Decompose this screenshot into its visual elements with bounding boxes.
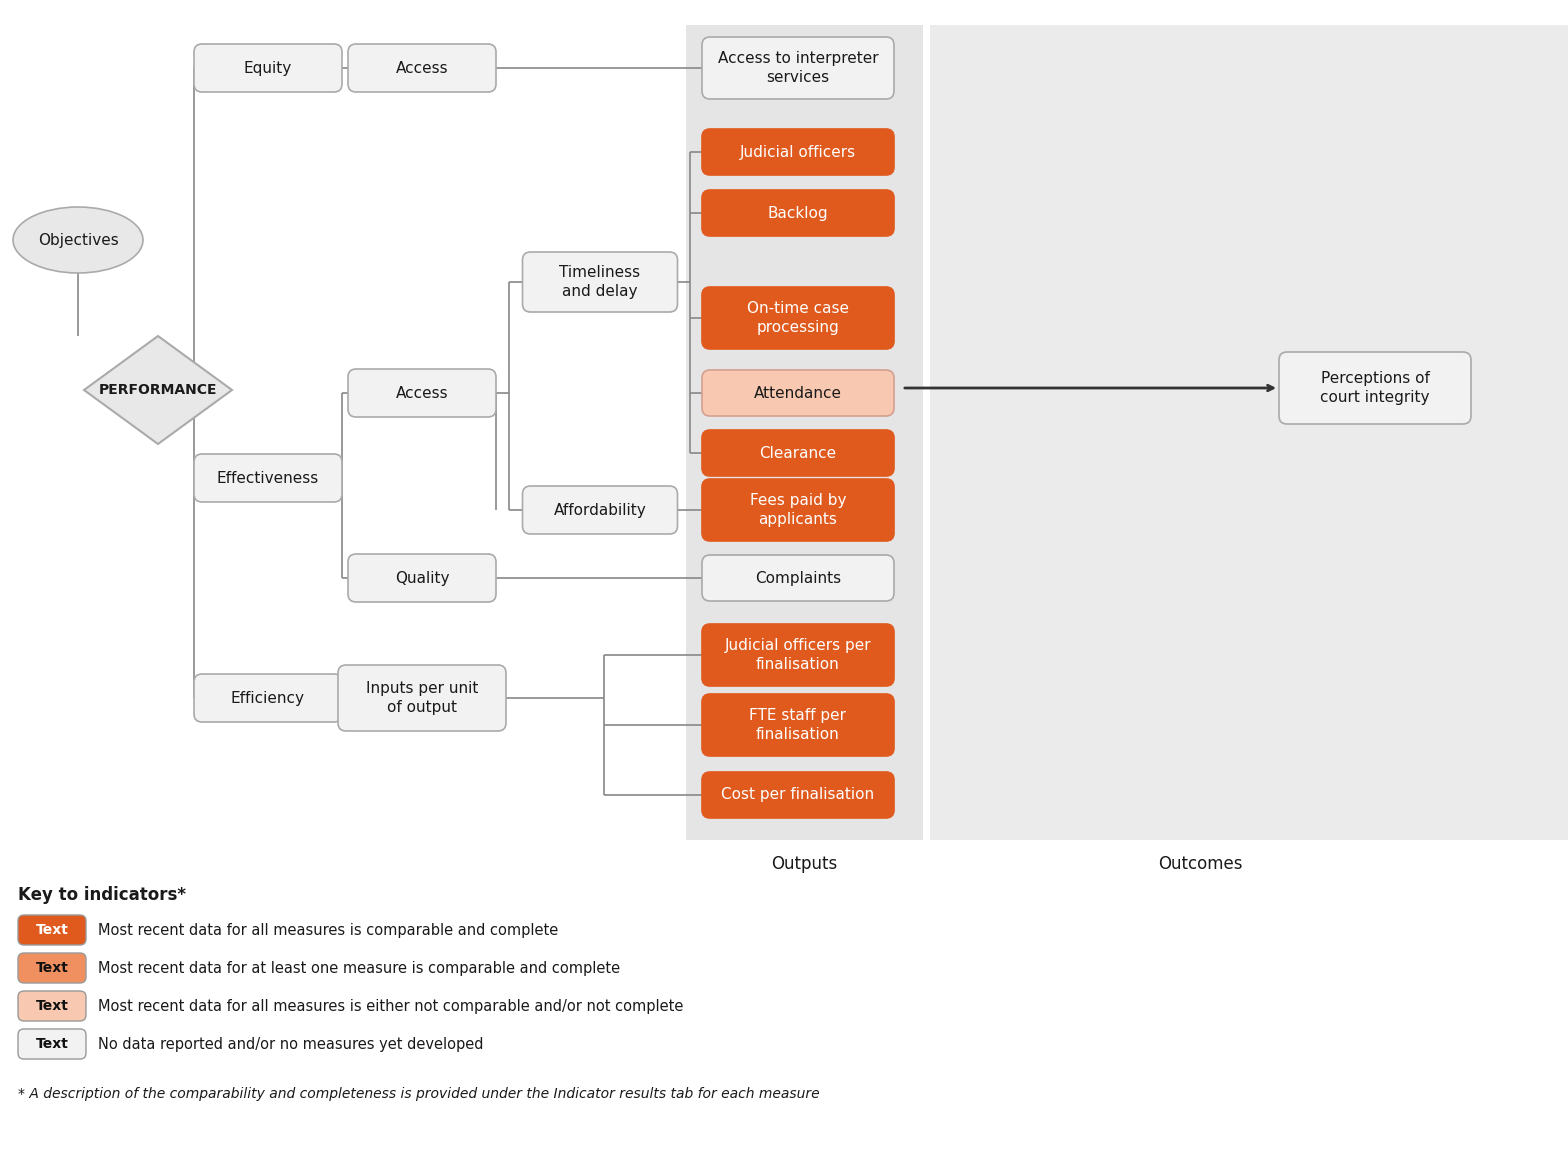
FancyBboxPatch shape <box>348 369 495 418</box>
Text: Perceptions of
court integrity: Perceptions of court integrity <box>1320 371 1430 405</box>
Text: No data reported and/or no measures yet developed: No data reported and/or no measures yet … <box>97 1036 483 1051</box>
FancyBboxPatch shape <box>17 915 86 946</box>
Text: Inputs per unit
of output: Inputs per unit of output <box>365 682 478 715</box>
FancyBboxPatch shape <box>194 44 342 92</box>
FancyBboxPatch shape <box>702 129 894 174</box>
Text: Outputs: Outputs <box>771 855 837 873</box>
FancyBboxPatch shape <box>685 24 924 840</box>
Text: Affordability: Affordability <box>554 502 646 518</box>
Text: Key to indicators*: Key to indicators* <box>17 886 187 904</box>
FancyBboxPatch shape <box>702 694 894 756</box>
FancyBboxPatch shape <box>702 625 894 686</box>
FancyBboxPatch shape <box>522 486 677 534</box>
FancyBboxPatch shape <box>348 554 495 602</box>
Text: Text: Text <box>36 923 69 937</box>
FancyBboxPatch shape <box>339 665 506 732</box>
FancyBboxPatch shape <box>702 430 894 476</box>
Text: Access: Access <box>395 385 448 400</box>
Text: Quality: Quality <box>395 571 450 585</box>
Text: Equity: Equity <box>245 60 292 76</box>
Text: Clearance: Clearance <box>759 445 837 461</box>
FancyBboxPatch shape <box>702 555 894 601</box>
FancyBboxPatch shape <box>702 772 894 818</box>
Text: Effectiveness: Effectiveness <box>216 471 320 485</box>
Text: Judicial officers per
finalisation: Judicial officers per finalisation <box>724 638 872 672</box>
FancyBboxPatch shape <box>1279 352 1471 424</box>
Text: Fees paid by
applicants: Fees paid by applicants <box>750 493 847 527</box>
FancyBboxPatch shape <box>702 37 894 99</box>
FancyBboxPatch shape <box>348 44 495 92</box>
Text: Timeliness
and delay: Timeliness and delay <box>560 265 641 299</box>
FancyBboxPatch shape <box>17 991 86 1021</box>
Text: Most recent data for all measures is comparable and complete: Most recent data for all measures is com… <box>97 922 558 937</box>
FancyBboxPatch shape <box>702 190 894 236</box>
FancyBboxPatch shape <box>17 1029 86 1059</box>
Text: Judicial officers: Judicial officers <box>740 144 856 159</box>
FancyBboxPatch shape <box>702 287 894 349</box>
Text: PERFORMANCE: PERFORMANCE <box>99 383 218 397</box>
Text: * A description of the comparability and completeness is provided under the Indi: * A description of the comparability and… <box>17 1087 820 1101</box>
FancyBboxPatch shape <box>17 952 86 983</box>
Text: Cost per finalisation: Cost per finalisation <box>721 787 875 802</box>
Text: Outcomes: Outcomes <box>1157 855 1242 873</box>
Text: On-time case
processing: On-time case processing <box>746 301 848 335</box>
Text: Complaints: Complaints <box>754 571 840 585</box>
Text: Backlog: Backlog <box>768 206 828 221</box>
Text: Access to interpreter
services: Access to interpreter services <box>718 51 878 85</box>
Text: Attendance: Attendance <box>754 385 842 400</box>
FancyBboxPatch shape <box>194 675 342 722</box>
Text: Text: Text <box>36 1037 69 1051</box>
FancyBboxPatch shape <box>930 24 1568 840</box>
Text: FTE staff per
finalisation: FTE staff per finalisation <box>750 708 847 742</box>
Text: Efficiency: Efficiency <box>230 691 306 706</box>
Text: Most recent data for all measures is either not comparable and/or not complete: Most recent data for all measures is eit… <box>97 999 684 1013</box>
Text: Access: Access <box>395 60 448 76</box>
FancyBboxPatch shape <box>522 252 677 312</box>
Text: Text: Text <box>36 961 69 975</box>
Text: Objectives: Objectives <box>38 233 118 248</box>
Polygon shape <box>85 336 232 444</box>
Ellipse shape <box>13 207 143 273</box>
FancyBboxPatch shape <box>702 479 894 541</box>
Text: Text: Text <box>36 999 69 1013</box>
Text: Most recent data for at least one measure is comparable and complete: Most recent data for at least one measur… <box>97 961 619 976</box>
FancyBboxPatch shape <box>702 370 894 416</box>
FancyBboxPatch shape <box>194 454 342 502</box>
